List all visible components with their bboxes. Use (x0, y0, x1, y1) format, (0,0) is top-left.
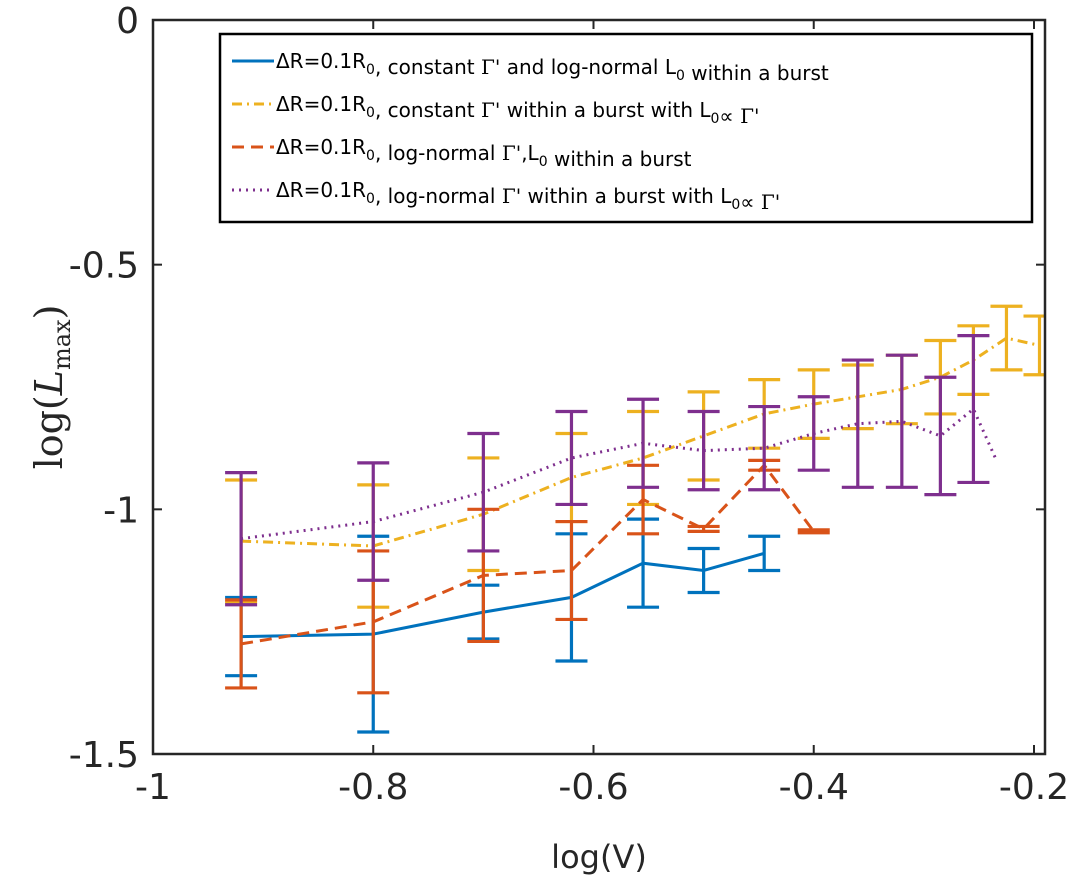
error-bar (748, 404, 781, 492)
error-bar (687, 524, 720, 533)
y-tick-label: 0 (116, 1, 139, 42)
error-bar (841, 358, 874, 489)
x-axis-label: log(V) (551, 838, 647, 876)
legend-label: ΔR=0.1R0, constant Γ' within a burst wit… (276, 92, 759, 128)
legend-item: ΔR=0.1R0, constant Γ' and log-normal L0 … (232, 49, 829, 85)
legend: ΔR=0.1R0, constant Γ' and log-normal L0 … (218, 32, 1034, 224)
legend-box (218, 32, 1034, 224)
legend-item: ΔR=0.1R0, log-normal Γ' within a burst w… (232, 178, 780, 214)
error-bar (924, 375, 957, 497)
x-tick-label: -1 (135, 767, 171, 808)
axes-box (151, 18, 1047, 756)
x-tick-label: -0.4 (779, 767, 849, 808)
error-bar (990, 304, 1023, 372)
error-bar (555, 409, 588, 507)
error-bar (687, 409, 720, 492)
y-axis-label-suffix: ) (27, 305, 71, 320)
series-3 (225, 334, 997, 607)
error-bar (885, 353, 918, 489)
y-tick-label: -0.5 (69, 246, 139, 287)
svg-text:log(Lmax): log(Lmax) (27, 305, 76, 470)
error-bar (555, 519, 588, 622)
x-tick-label: -0.2 (999, 767, 1069, 808)
error-bar (797, 528, 830, 535)
error-bar (225, 471, 258, 607)
tick-labels: -1 -0.8 -0.6 -0.4 -0.20-0.5-1-1.5 (69, 1, 1069, 808)
axes (151, 18, 1047, 756)
error-bar (957, 334, 990, 485)
y-tick-label: -1.5 (69, 735, 139, 776)
legend-label: ΔR=0.1R0, log-normal Γ' within a burst w… (276, 178, 780, 214)
y-tick-label: -1 (103, 490, 139, 531)
series-line (240, 462, 815, 646)
x-tick-label: -0.8 (338, 767, 408, 808)
y-axis-label-sub: max (48, 319, 76, 370)
y-axis-label: log(Lmax) (27, 305, 76, 470)
legend-item: ΔR=0.1R0, constant Γ' within a burst wit… (232, 92, 759, 128)
series-layer (225, 304, 1045, 734)
error-bar (467, 431, 500, 553)
legend-item: ΔR=0.1R0, log-normal Γ',L0 within a burs… (232, 135, 692, 171)
y-axis-label-var: L (27, 370, 71, 396)
legend-label: ΔR=0.1R0, log-normal Γ',L0 within a burs… (276, 135, 692, 171)
series-line (241, 336, 1040, 548)
y-axis-label-prefix: log( (27, 395, 71, 469)
x-tick-label: -0.6 (558, 767, 628, 808)
legend-label: ΔR=0.1R0, constant Γ' and log-normal L0 … (276, 49, 829, 85)
